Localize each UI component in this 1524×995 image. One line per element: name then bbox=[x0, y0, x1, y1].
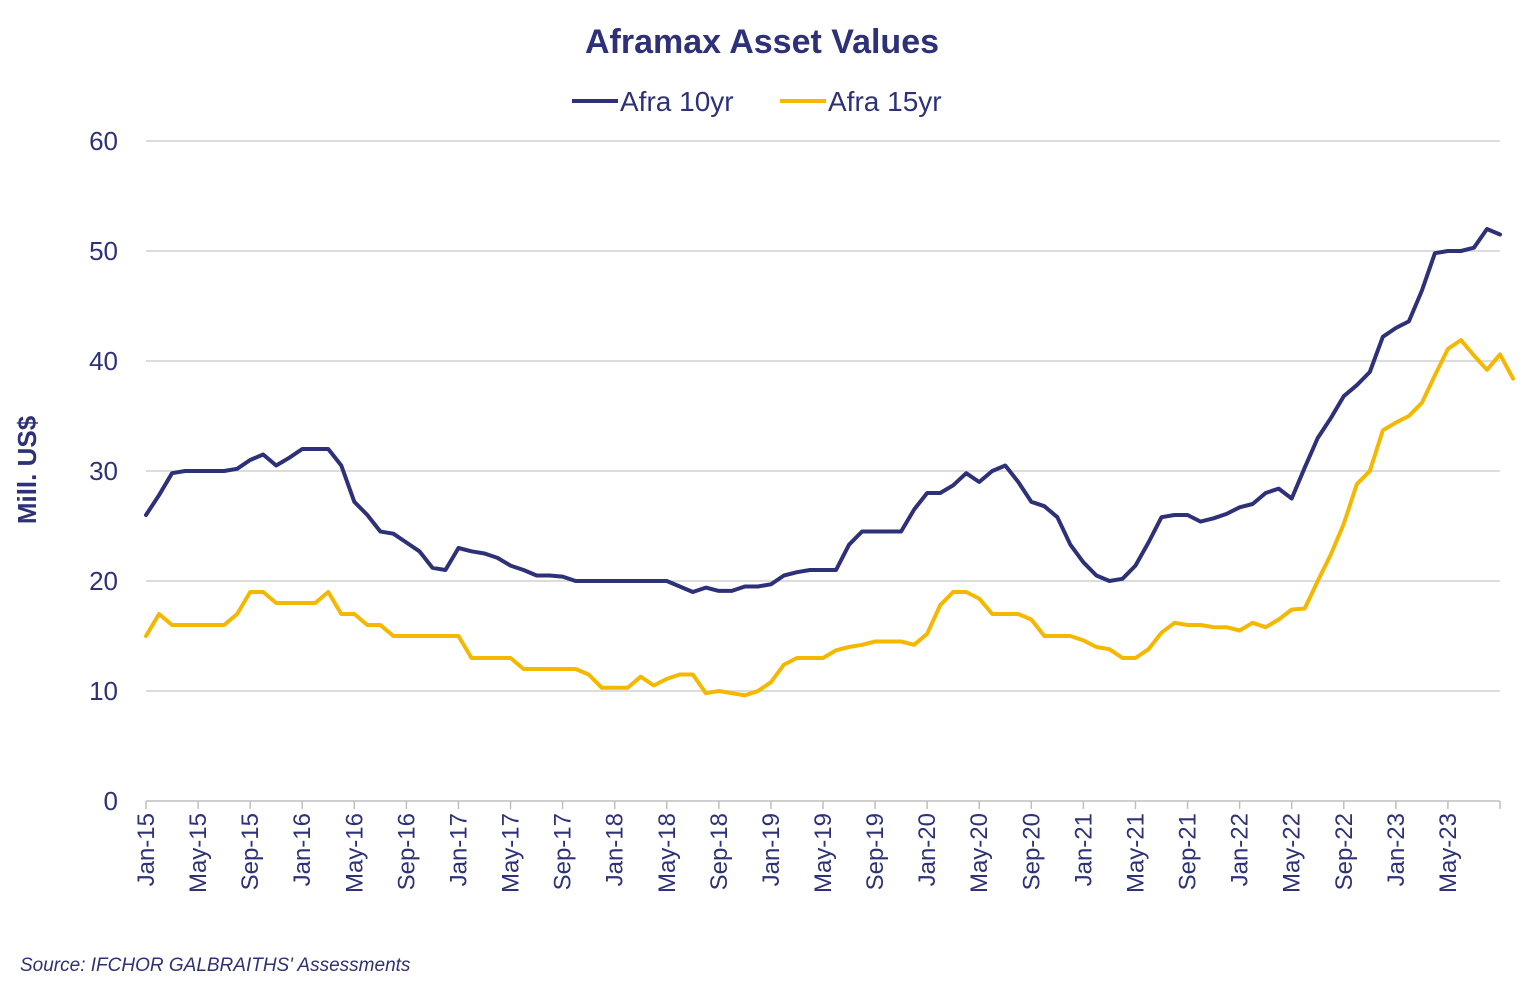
x-tick-label: May-18 bbox=[654, 813, 681, 893]
x-tick-label: Sep-22 bbox=[1331, 813, 1358, 890]
legend-label-afra-10yr: Afra 10yr bbox=[620, 86, 734, 117]
x-tick-label: Jan-22 bbox=[1227, 813, 1254, 886]
legend-label-afra-15yr: Afra 15yr bbox=[828, 86, 942, 117]
y-tick-label: 0 bbox=[104, 786, 118, 816]
source-note: Source: IFCHOR GALBRAITHS' Assessments bbox=[20, 955, 411, 976]
x-tick-label: Jan-17 bbox=[445, 813, 472, 886]
x-tick-label: May-17 bbox=[498, 813, 525, 893]
y-tick-label: 40 bbox=[89, 346, 118, 376]
y-tick-label: 10 bbox=[89, 676, 118, 706]
x-tick-label: Jan-21 bbox=[1070, 813, 1097, 886]
gridlines bbox=[146, 140, 1500, 692]
x-tick-label: Jan-15 bbox=[133, 813, 160, 886]
x-tick-label: Jan-19 bbox=[758, 813, 785, 886]
x-tick-label: Sep-18 bbox=[706, 813, 733, 890]
y-axis-label: Mill. US$ bbox=[12, 415, 42, 524]
x-axis: Jan-15 May-15 Sep-15 Jan-16 May-16 Sep-16 Jan-… bbox=[133, 800, 1501, 893]
x-tick-label: May-19 bbox=[810, 813, 837, 893]
series-line-afra-10yr bbox=[144, 227, 1502, 594]
series-lines bbox=[144, 227, 1516, 698]
y-tick-label: 20 bbox=[89, 566, 118, 596]
y-axis-ticks: 0 10 20 30 40 50 60 bbox=[89, 126, 118, 816]
y-tick-label: 60 bbox=[89, 126, 118, 156]
x-tick-label: Sep-19 bbox=[862, 813, 889, 890]
x-tick-label: May-16 bbox=[341, 813, 368, 893]
x-tick-label: Sep-17 bbox=[550, 813, 577, 890]
series-line-afra-15yr bbox=[144, 338, 1516, 698]
x-tick-label: Sep-15 bbox=[237, 813, 264, 890]
x-tick-label: Jan-23 bbox=[1383, 813, 1410, 886]
x-tick-label: Jan-18 bbox=[602, 813, 629, 886]
x-tick-label: Jan-20 bbox=[914, 813, 941, 886]
x-tick-label: May-15 bbox=[185, 813, 212, 893]
x-tick-label: May-22 bbox=[1279, 813, 1306, 893]
legend: Afra 10yr Afra 15yr bbox=[572, 86, 942, 117]
x-tick-label: May-23 bbox=[1435, 813, 1462, 893]
y-tick-label: 50 bbox=[89, 236, 118, 266]
x-tick-label: Sep-16 bbox=[393, 813, 420, 890]
chart-title: Aframax Asset Values bbox=[585, 23, 939, 61]
x-tick-label: Sep-21 bbox=[1175, 813, 1202, 890]
x-tick-label: May-21 bbox=[1122, 813, 1149, 893]
y-tick-label: 30 bbox=[89, 456, 118, 486]
x-tick-label: Jan-16 bbox=[289, 813, 316, 886]
x-tick-label: Sep-20 bbox=[1018, 813, 1045, 890]
x-tick-label: May-20 bbox=[966, 813, 993, 893]
